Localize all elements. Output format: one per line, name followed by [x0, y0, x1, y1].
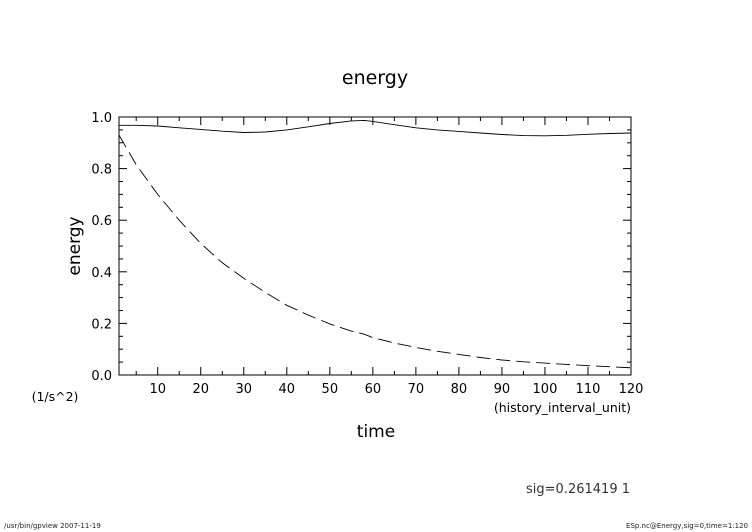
y-axis-title: energy: [65, 216, 85, 275]
series-line-dashed: [118, 134, 632, 369]
x-tick-label: 40: [279, 382, 296, 397]
chart-title: energy: [342, 67, 408, 89]
x-tick-label: 70: [408, 382, 425, 397]
x-tick-label: 120: [619, 382, 644, 397]
x-tick-label: 110: [576, 382, 601, 397]
footer-left: /usr/bin/gpview 2007-11-19: [4, 522, 101, 530]
x-axis-title: time: [357, 422, 395, 442]
plot-frame: [118, 116, 632, 376]
x-tick-label: 90: [494, 382, 511, 397]
footer-right: ESp.nc@Energy,sig=0,time=1:120: [626, 522, 748, 530]
x-tick-labels: 10 20 30 40 50 60 70 80 90 100 110 120: [149, 382, 643, 397]
y-tick-label: 0.4: [91, 266, 112, 281]
sig-annotation: sig=0.261419 1: [526, 482, 630, 497]
x-tick-label: 50: [322, 382, 339, 397]
series-line-solid: [119, 119, 632, 137]
x-tick-label: 60: [365, 382, 382, 397]
y-tick-label: 0.2: [91, 317, 112, 332]
x-axis-unit: (history_interval_unit): [494, 400, 631, 415]
y-axis-unit: (1/s^2): [32, 389, 79, 404]
y-tick-labels: 0.0 0.2 0.4 0.6 0.8 1.0: [91, 111, 112, 384]
series-layer: [118, 119, 632, 369]
y-tick-label: 0.8: [91, 163, 112, 178]
x-tick-label: 10: [149, 382, 166, 397]
x-tick-label: 20: [192, 382, 209, 397]
x-tick-label: 30: [235, 382, 252, 397]
axis-ticks: [119, 116, 632, 376]
y-tick-label: 0.6: [91, 214, 112, 229]
y-tick-label: 0.0: [91, 369, 112, 384]
x-tick-label: 100: [533, 382, 558, 397]
x-tick-label: 80: [451, 382, 468, 397]
y-tick-label: 1.0: [91, 111, 112, 126]
